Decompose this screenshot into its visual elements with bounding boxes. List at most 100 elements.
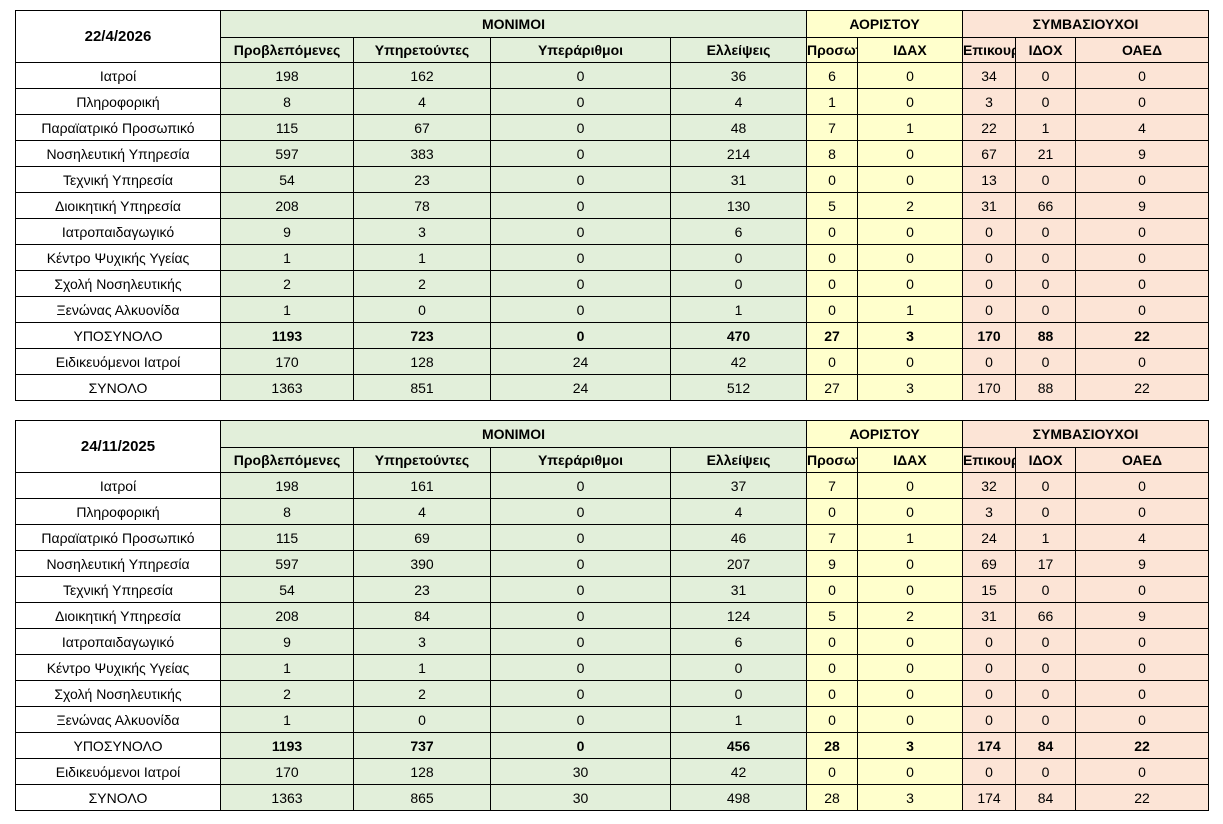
column-header: Προβλεπόμενες	[220, 37, 354, 63]
value-cell: 0	[670, 654, 807, 681]
row-label: ΣΥΝΟΛΟ	[15, 374, 221, 401]
value-cell: 1	[220, 296, 354, 323]
data-row: Νοσηλευτική Υπηρεσία59739002079069179494	[15, 550, 1210, 577]
value-cell: 383	[353, 140, 491, 167]
value-cell: 0	[856, 654, 964, 681]
value-cell: 208	[220, 192, 354, 219]
data-row: Διοικητική Υπηρεσία2087801305231669191	[15, 192, 1210, 219]
value-cell: 22	[1075, 374, 1210, 401]
value-cell: 124	[670, 602, 807, 629]
value-cell: 0	[1075, 628, 1210, 655]
data-row: Ξενώνας Αλκυονίδα1001010001	[15, 296, 1210, 323]
value-cell: 0	[856, 348, 964, 375]
row-label: Παραϊατρικό Προσωπικό	[15, 114, 221, 141]
value-cell: 0	[1075, 244, 1210, 271]
value-cell: 6	[806, 62, 858, 89]
header-row: 22/4/2026ΜΟΝΙΜΟΙΑΟΡΙΣΤΟΥΣΥΜΒΑΣΙΟΥΧΟΙΣΥΝΟ…	[15, 10, 1210, 63]
value-cell: 9	[1075, 192, 1210, 219]
row-label: ΥΠΟΣΥΝΟΛΟ	[15, 732, 221, 759]
value-cell: 9	[1075, 140, 1210, 167]
value-cell: 0	[962, 680, 1017, 707]
value-cell: 46	[670, 524, 807, 551]
data-row: Παραϊατρικό Προσωπικό11569046712414106	[15, 524, 1210, 551]
value-cell: 0	[1075, 296, 1210, 323]
value-cell: 0	[962, 348, 1017, 375]
row-label: Τεχνική Υπηρεσία	[15, 576, 221, 603]
value-cell: 31	[670, 576, 807, 603]
column-header: ΙΔΑΧ	[856, 37, 964, 63]
row-label: ΣΥΝΟΛΟ	[15, 784, 221, 811]
data-row: Ξενώνας Αλκυονίδα1001000000	[15, 706, 1210, 733]
column-header: Υπεράριθμοι	[490, 37, 671, 63]
value-cell: 0	[856, 550, 964, 577]
row-label: Νοσηλευτική Υπηρεσία	[15, 550, 221, 577]
value-cell: 2	[856, 192, 964, 219]
data-row: Σχολή Νοσηλευτικής2200000002	[15, 680, 1210, 707]
value-cell: 0	[670, 680, 807, 707]
value-cell: 0	[1075, 166, 1210, 193]
column-header: Προσωποπαγείς	[806, 447, 858, 473]
value-cell: 8	[220, 498, 354, 525]
value-cell: 0	[1075, 758, 1210, 785]
row-label: Κέντρο Ψυχικής Υγείας	[15, 654, 221, 681]
row-label: Νοσηλευτική Υπηρεσία	[15, 140, 221, 167]
value-cell: 1	[670, 706, 807, 733]
value-cell: 130	[670, 192, 807, 219]
column-header: ΙΔΟΧ	[1015, 447, 1077, 473]
row-label: Ειδικευόμενοι Ιατροί	[15, 348, 221, 375]
value-cell: 1193	[220, 322, 354, 349]
value-cell: 1	[806, 88, 858, 115]
value-cell: 0	[1075, 654, 1210, 681]
data-row: Τεχνική Υπηρεσία542303100130036	[15, 166, 1210, 193]
value-cell: 0	[1015, 628, 1077, 655]
value-cell: 0	[1015, 166, 1077, 193]
subheader-row: Προβλεπόμενες Υπηρετούντες Υπεράριθμοι Ελλε…	[16, 447, 1210, 473]
value-cell: 0	[353, 296, 491, 323]
value-cell: 6	[670, 218, 807, 245]
data-row: Πληροφορική8404103008	[15, 88, 1210, 115]
value-cell: 0	[856, 140, 964, 167]
data-row: Ιατροί198162036603400202	[15, 62, 1210, 89]
value-cell: 0	[1015, 62, 1077, 89]
row-label: Ξενώνας Αλκυονίδα	[15, 296, 221, 323]
value-cell: 0	[962, 628, 1017, 655]
value-cell: 0	[490, 550, 671, 577]
data-row: Πληροφορική8404003007	[15, 498, 1210, 525]
value-cell: 7	[806, 524, 858, 551]
value-cell: 597	[220, 550, 354, 577]
value-cell: 0	[490, 166, 671, 193]
value-cell: 0	[490, 322, 671, 349]
value-cell: 0	[856, 758, 964, 785]
row-label: Ιατροπαιδαγωγικό	[15, 218, 221, 245]
date-cell: 24/11/2025	[15, 420, 221, 473]
value-cell: 66	[1015, 602, 1077, 629]
data-row: ΣΥΝΟΛΟ13638512451227317088221186	[15, 374, 1210, 401]
column-header: Επικουρικοί	[962, 37, 1017, 63]
value-cell: 0	[1075, 218, 1210, 245]
data-row: Παραϊατρικό Προσωπικό11567048712214102	[15, 114, 1210, 141]
value-cell: 84	[1015, 732, 1077, 759]
value-cell: 214	[670, 140, 807, 167]
value-cell: 0	[490, 472, 671, 499]
value-cell: 88	[1015, 322, 1077, 349]
value-cell: 170	[220, 758, 354, 785]
value-cell: 0	[1075, 680, 1210, 707]
value-cell: 162	[353, 62, 491, 89]
row-label: Ιατροί	[15, 472, 221, 499]
value-cell: 1	[220, 706, 354, 733]
value-cell: 9	[220, 218, 354, 245]
value-cell: 67	[962, 140, 1017, 167]
value-cell: 36	[670, 62, 807, 89]
column-header: ΟΑΕΔ	[1075, 447, 1210, 473]
value-cell: 4	[1075, 524, 1210, 551]
value-cell: 0	[490, 192, 671, 219]
value-cell: 66	[1015, 192, 1077, 219]
data-row: Ιατροί198161037703200200	[15, 472, 1210, 499]
column-header: ΙΔΑΧ	[856, 447, 964, 473]
column-header: Υπεράριθμοι	[490, 447, 671, 473]
row-label: Ιατροπαιδαγωγικό	[15, 628, 221, 655]
value-cell: 174	[962, 732, 1017, 759]
value-cell: 0	[1015, 244, 1077, 271]
